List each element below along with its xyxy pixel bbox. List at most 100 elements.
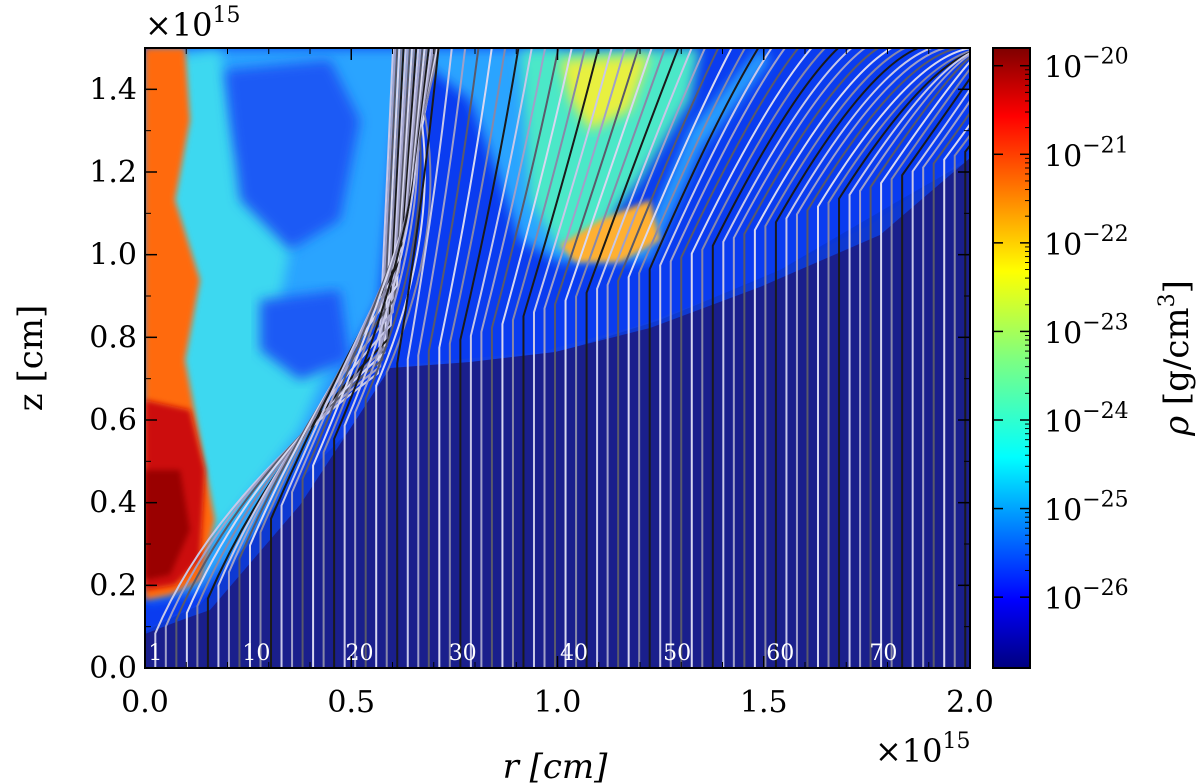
field-line	[343, 48, 432, 668]
x-tick-labels: 0.0 0.5 1.0 1.5 2.0	[121, 685, 994, 720]
y-tick-labels: 0.0 0.2 0.4 0.6 0.8 1.0 1.2 1.4	[89, 72, 137, 686]
field-line	[627, 48, 733, 668]
colorbar-ticks: 10−20 10−21 10−22 10−23 10−24 10−25 10−26	[993, 45, 1129, 617]
field-line	[669, 48, 786, 668]
field-line	[911, 87, 970, 668]
field-line	[333, 48, 430, 668]
field-line	[869, 55, 970, 668]
field-line	[543, 48, 627, 668]
field-line	[448, 48, 507, 668]
field-line	[838, 51, 970, 668]
x-tick-label: 1.5	[740, 685, 788, 720]
field-line	[774, 48, 919, 668]
field-line	[511, 48, 587, 668]
field-line	[564, 48, 653, 668]
field-line-labels: 1 10 20 30 40 50 60 70	[148, 641, 897, 666]
y-axis-label: z [cm]	[11, 305, 51, 412]
field-line	[764, 48, 906, 668]
field-line	[880, 60, 970, 668]
axis-ticks	[144, 47, 971, 669]
field-line	[848, 52, 970, 668]
field-line	[785, 48, 932, 668]
field-line	[901, 76, 970, 668]
field-line	[154, 48, 395, 668]
field-line	[459, 48, 520, 668]
field-line	[385, 48, 441, 668]
field-line	[890, 67, 970, 668]
x-tick-label: 0.0	[121, 685, 169, 720]
field-line	[480, 48, 547, 668]
field-line	[585, 48, 680, 668]
field-line	[575, 48, 666, 668]
field-line	[375, 48, 439, 668]
field-line	[469, 48, 533, 668]
field-line	[659, 48, 773, 668]
field-line	[722, 48, 853, 668]
field-line	[532, 48, 613, 668]
x-tick-label: 1.0	[534, 685, 582, 720]
y-tick-label: 0.4	[89, 486, 137, 521]
y-tick-label: 1.2	[89, 155, 137, 190]
field-line	[795, 48, 946, 668]
field-line	[943, 122, 970, 668]
colorbar-tick-label: 10−25	[1044, 488, 1129, 529]
colorbar-label: ρ [g/cm3]	[1155, 280, 1197, 437]
y-tick-label: 1.4	[89, 72, 137, 107]
x-multiplier: ×1015	[875, 729, 971, 770]
field-line	[490, 48, 560, 668]
y-tick-label: 0.0	[89, 651, 137, 686]
field-line	[606, 48, 706, 668]
y-tick-label: 1.0	[89, 238, 137, 273]
field-line	[248, 48, 413, 668]
y-multiplier: ×1015	[145, 3, 241, 44]
field-line	[711, 48, 839, 668]
field-line	[859, 53, 970, 668]
field-line	[922, 99, 970, 668]
field-line	[364, 48, 437, 668]
field-line-number: 1	[148, 641, 162, 666]
colorbar-tick-label: 10−24	[1044, 399, 1129, 440]
field-line	[648, 48, 760, 668]
field-line	[596, 48, 693, 668]
field-line	[175, 48, 399, 668]
field-line	[396, 48, 440, 668]
field-line	[806, 48, 959, 668]
colorbar-tick-label: 10−21	[1044, 133, 1129, 174]
colorbar-tick-label: 10−26	[1044, 576, 1129, 617]
x-axis-label: r [cm]	[503, 747, 609, 784]
field-line	[554, 48, 640, 668]
density-heatmap: 1 10 20 30 40 50 60 70	[145, 48, 970, 668]
field-line	[816, 48, 970, 668]
field-line-number: 30	[449, 641, 477, 666]
field-line	[438, 48, 493, 668]
field-line	[638, 48, 746, 668]
field-line	[932, 111, 970, 668]
field-line	[417, 48, 467, 668]
colorbar	[993, 48, 1030, 668]
magnetic-field-lines	[154, 48, 970, 668]
field-line-number: 50	[663, 641, 691, 666]
field-line	[701, 48, 826, 668]
field-line	[617, 48, 720, 668]
field-line	[259, 48, 416, 668]
field-line	[164, 48, 397, 668]
field-line-number: 70	[869, 641, 897, 666]
field-line	[690, 48, 813, 668]
field-line	[427, 48, 480, 668]
field-line-number: 10	[242, 641, 270, 666]
y-tick-label: 0.6	[89, 403, 137, 438]
colorbar-tick-label: 10−20	[1044, 45, 1129, 86]
field-line	[406, 48, 453, 668]
field-line	[827, 50, 970, 668]
field-line	[743, 48, 879, 668]
field-line	[522, 48, 600, 668]
field-line	[354, 48, 435, 668]
field-line	[680, 48, 800, 668]
y-tick-label: 0.2	[89, 568, 137, 603]
field-line-number: 20	[346, 641, 374, 666]
x-tick-label: 2.0	[946, 685, 994, 720]
y-tick-label: 0.8	[89, 320, 137, 355]
x-tick-label: 0.5	[327, 685, 375, 720]
field-line-number: 40	[560, 641, 588, 666]
